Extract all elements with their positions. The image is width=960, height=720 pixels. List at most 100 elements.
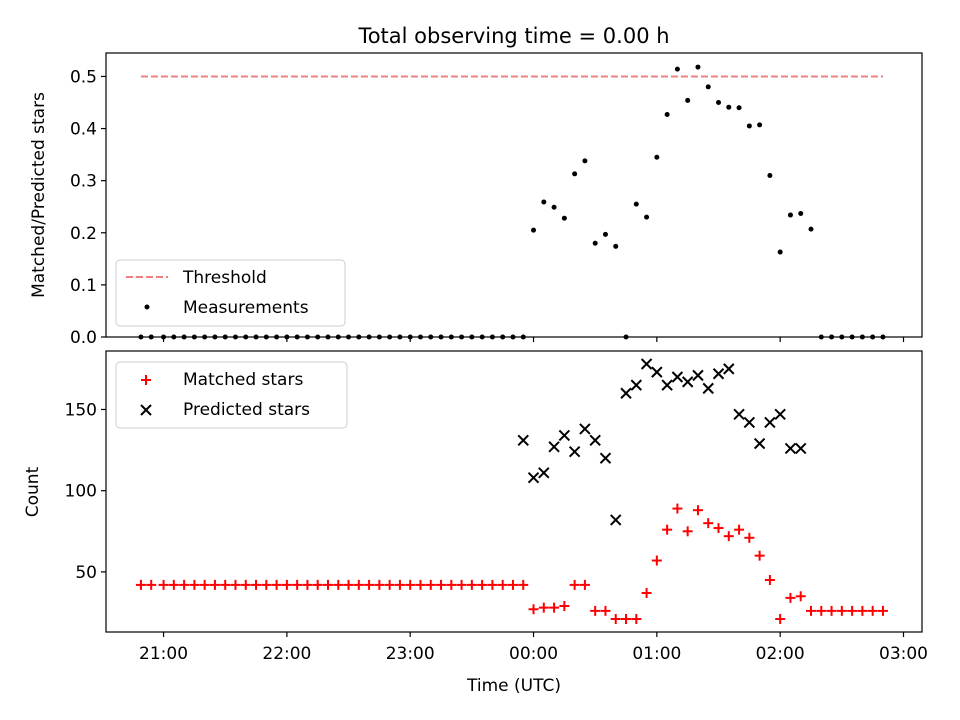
matched-point (507, 579, 518, 590)
ratio-axes-frame (105, 52, 923, 338)
measurement-point (561, 215, 567, 221)
matched-point (590, 605, 601, 616)
predicted-point (702, 382, 714, 395)
matched-point (333, 579, 344, 590)
matched-point (456, 579, 467, 590)
predicted-point (661, 379, 673, 391)
matched-point (168, 579, 179, 590)
matched-point (436, 579, 447, 590)
y-tick-label: 150 (65, 400, 97, 420)
predicted-point (610, 514, 622, 526)
matched-point (261, 579, 272, 590)
matched-point (610, 614, 621, 625)
matched-point (775, 614, 786, 625)
measurement-point (716, 100, 722, 106)
matched-point (189, 579, 200, 590)
matched-point (394, 579, 405, 590)
matched-point (220, 579, 231, 590)
matched-point (415, 579, 426, 590)
matched-point (754, 550, 765, 561)
x-tick-label: 23:00 (386, 644, 435, 664)
matched-point (135, 579, 146, 590)
predicted-legend-marker (140, 404, 152, 416)
count-plot-area (135, 358, 888, 625)
matched-point (641, 588, 652, 599)
matched-point (179, 579, 190, 590)
matched-point (374, 579, 385, 590)
measurement-point (572, 171, 578, 177)
measurement-point (685, 97, 691, 103)
ratio-y-axis-label: Matched/Predicted stars (29, 92, 49, 298)
x-axis-label: Time (UTC) (466, 676, 561, 696)
measurement-point (664, 111, 670, 117)
matched-point (723, 531, 734, 542)
matched-point (158, 579, 169, 590)
matched-point (559, 601, 570, 612)
matched-point (343, 579, 354, 590)
matched-point (703, 518, 714, 529)
predicted-point (538, 467, 550, 479)
matched-point (785, 592, 796, 603)
predicted-point (599, 452, 612, 464)
matched-point (847, 605, 858, 616)
matched-point (569, 579, 580, 590)
matched-point (497, 579, 508, 590)
y-tick-label: 0.1 (70, 276, 97, 296)
matched-point (446, 579, 457, 590)
matched-point (384, 579, 395, 590)
x-tick-label: 00:00 (509, 644, 558, 664)
measurement-point (674, 66, 680, 72)
matched-point (199, 579, 210, 590)
matched-point (425, 579, 436, 590)
count-x-axis: 21:00 22:00 23:00 00:00 01:00 02:00 03:00 (139, 632, 928, 664)
predicted-point (733, 408, 745, 421)
measurement-point (551, 204, 557, 210)
y-tick-label: 50 (75, 563, 97, 583)
matched-point (806, 605, 817, 616)
matched-point (795, 591, 806, 602)
matched-point (538, 602, 549, 613)
predicted-point (548, 441, 560, 453)
matched-point (549, 602, 560, 613)
x-tick-label: 01:00 (632, 644, 681, 664)
matched-point (600, 605, 611, 616)
matched-point (682, 526, 693, 537)
predicted-point (568, 445, 581, 458)
matched-point (251, 579, 262, 590)
predicted-legend-label: Predicted stars (183, 400, 310, 420)
predicted-point (651, 366, 663, 378)
matched-point (826, 605, 837, 616)
ratio-panel: 0.0 0.1 0.2 0.3 0.4 0.5 Matched/Predicted sta… (29, 52, 923, 348)
matched-point (240, 579, 251, 590)
x-tick-label: 03:00 (879, 644, 928, 664)
matched-point (672, 503, 683, 514)
count-legend-box (115, 361, 348, 429)
predicted-point (620, 387, 632, 399)
ratio-legend-box (115, 259, 346, 327)
measurement-point (644, 214, 650, 220)
measurement-point (767, 172, 773, 178)
matched-legend-marker (141, 375, 151, 385)
matched-point (764, 575, 775, 586)
count-y-axis: 50 100 150 (65, 400, 106, 583)
predicted-point (764, 416, 776, 429)
predicted-point (671, 371, 684, 383)
matched-point (877, 605, 888, 616)
predicted-point (784, 442, 797, 455)
ratio-y-axis: 0.0 0.1 0.2 0.3 0.4 0.5 (70, 67, 106, 348)
measurement-point (808, 226, 814, 232)
count-legend: Matched stars Predicted stars (115, 361, 348, 429)
measurement-point (531, 227, 537, 233)
matched-point (528, 604, 539, 615)
matched-point (146, 579, 157, 590)
ratio-legend: Threshold Measurements (115, 259, 346, 327)
measurements-legend-label: Measurements (183, 298, 309, 318)
measurement-point (633, 201, 639, 207)
matched-point (662, 524, 673, 535)
predicted-point (681, 376, 694, 388)
count-panel: 50 100 150 21:00 22:00 23:00 00:00 01:00 02:00 0… (23, 350, 928, 696)
measurement-point (695, 64, 701, 70)
matched-point (631, 614, 642, 625)
predicted-point (527, 471, 540, 484)
matched-point (281, 579, 292, 590)
